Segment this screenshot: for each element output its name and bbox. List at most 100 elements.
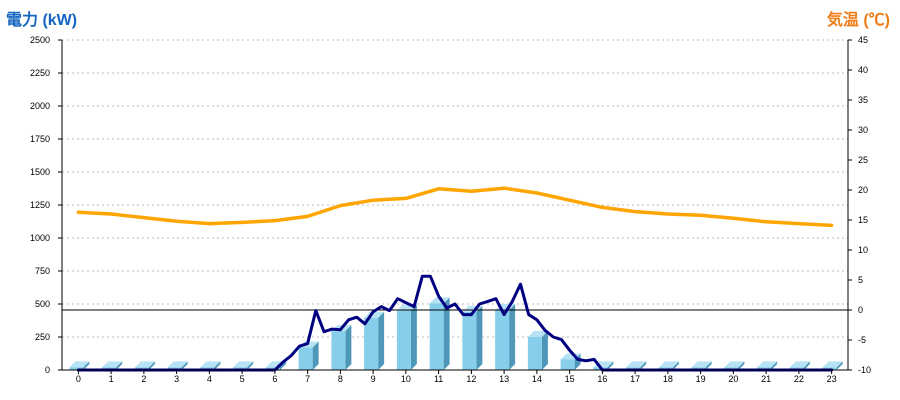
bar-side <box>574 353 581 370</box>
bar-top <box>691 361 712 368</box>
bar-top <box>134 361 155 368</box>
bar-side <box>607 361 614 370</box>
bar-side <box>705 361 712 370</box>
y2-tick-label: 0 <box>858 305 863 315</box>
bar-side <box>803 361 810 370</box>
bar-top <box>429 297 450 304</box>
x-tick-label: 9 <box>371 374 376 384</box>
bar-side <box>148 361 155 370</box>
bar-top <box>102 361 123 368</box>
bar <box>527 337 542 370</box>
x-tick-label: 11 <box>434 374 443 384</box>
x-tick-label: 8 <box>338 374 343 384</box>
x-tick-label: 15 <box>565 374 575 384</box>
bar-side <box>378 311 385 370</box>
bar <box>495 309 510 370</box>
x-tick-label: 6 <box>272 374 277 384</box>
bar-top <box>724 361 745 368</box>
y1-tick-label: 750 <box>35 266 50 276</box>
x-tick-label: 17 <box>630 374 640 384</box>
bar <box>331 331 346 370</box>
y2-tick-label: 45 <box>858 35 868 45</box>
bar-side <box>640 361 647 370</box>
bar-side <box>312 341 319 370</box>
power-axis-title: 電力 (kW) <box>6 12 78 29</box>
bar <box>429 303 444 370</box>
bar-top <box>527 331 548 337</box>
bar <box>396 310 411 370</box>
bar-top <box>200 361 221 368</box>
y2-tick-label: 5 <box>858 275 863 285</box>
x-tick-label: 13 <box>499 374 509 384</box>
y2-tick-label: 40 <box>858 65 868 75</box>
x-tick-label: 21 <box>761 374 771 384</box>
temperature-line <box>76 186 834 228</box>
x-tick-label: 18 <box>663 374 673 384</box>
x-tick-label: 16 <box>597 374 607 384</box>
x-tick-label: 23 <box>827 374 837 384</box>
bar-top <box>233 361 254 368</box>
y1-tick-label: 2500 <box>30 35 50 45</box>
y1-tick-label: 1750 <box>30 134 50 144</box>
bar-side <box>509 303 516 370</box>
bar-side <box>672 361 679 370</box>
bar-side <box>214 361 221 370</box>
bar-side <box>345 325 352 370</box>
y1-tick-label: 2000 <box>30 101 50 111</box>
bar <box>462 311 477 370</box>
bar-side <box>247 361 254 370</box>
bar-side <box>181 361 188 370</box>
bar-side <box>836 361 843 370</box>
y1-tick-label: 250 <box>35 332 50 342</box>
y1-tick-label: 1000 <box>30 233 50 243</box>
bar <box>560 359 575 370</box>
y2-tick-label: 15 <box>858 215 868 225</box>
x-tick-label: 22 <box>794 374 804 384</box>
x-tick-label: 14 <box>532 374 542 384</box>
x-tick-label: 3 <box>174 374 179 384</box>
bar-side <box>541 331 548 370</box>
x-tick-label: 4 <box>207 374 212 384</box>
bar-top <box>69 361 90 368</box>
bar-side <box>279 361 286 370</box>
x-tick-label: 0 <box>76 374 81 384</box>
x-tick-label: 5 <box>240 374 245 384</box>
bar-side <box>771 361 778 370</box>
bar-top <box>757 361 778 368</box>
bar-top <box>789 361 810 368</box>
bar-side <box>738 361 745 370</box>
y2-tick-label: 35 <box>858 95 868 105</box>
bar <box>364 317 379 370</box>
y2-tick-label: 20 <box>858 185 868 195</box>
bar-side <box>443 297 450 370</box>
x-tick-label: 19 <box>696 374 706 384</box>
x-tick-label: 20 <box>728 374 738 384</box>
x-tick-label: 10 <box>401 374 411 384</box>
bar-side <box>410 304 417 370</box>
y1-tick-label: 1500 <box>30 167 50 177</box>
bar-top <box>626 361 647 368</box>
y2-tick-label: -5 <box>858 335 866 345</box>
bar-top <box>658 361 679 368</box>
bar <box>69 367 84 370</box>
x-tick-label: 1 <box>109 374 114 384</box>
y1-tick-label: 2250 <box>30 68 50 78</box>
bar-top <box>822 361 843 368</box>
y1-tick-label: 1250 <box>30 200 50 210</box>
bar <box>298 347 313 370</box>
y2-tick-label: 10 <box>858 245 868 255</box>
bar-side <box>116 361 123 370</box>
y1-tick-label: 0 <box>45 365 50 375</box>
y2-tick-label: 25 <box>858 155 868 165</box>
power-line <box>76 274 834 372</box>
x-tick-label: 12 <box>466 374 476 384</box>
temperature-axis-title: 気温 (℃) <box>826 12 890 29</box>
y1-tick-label: 500 <box>35 299 50 309</box>
y2-tick-label: 30 <box>858 125 868 135</box>
bar-top <box>167 361 188 368</box>
x-tick-label: 7 <box>305 374 310 384</box>
y2-tick-label: -10 <box>858 365 871 375</box>
x-tick-label: 2 <box>141 374 146 384</box>
